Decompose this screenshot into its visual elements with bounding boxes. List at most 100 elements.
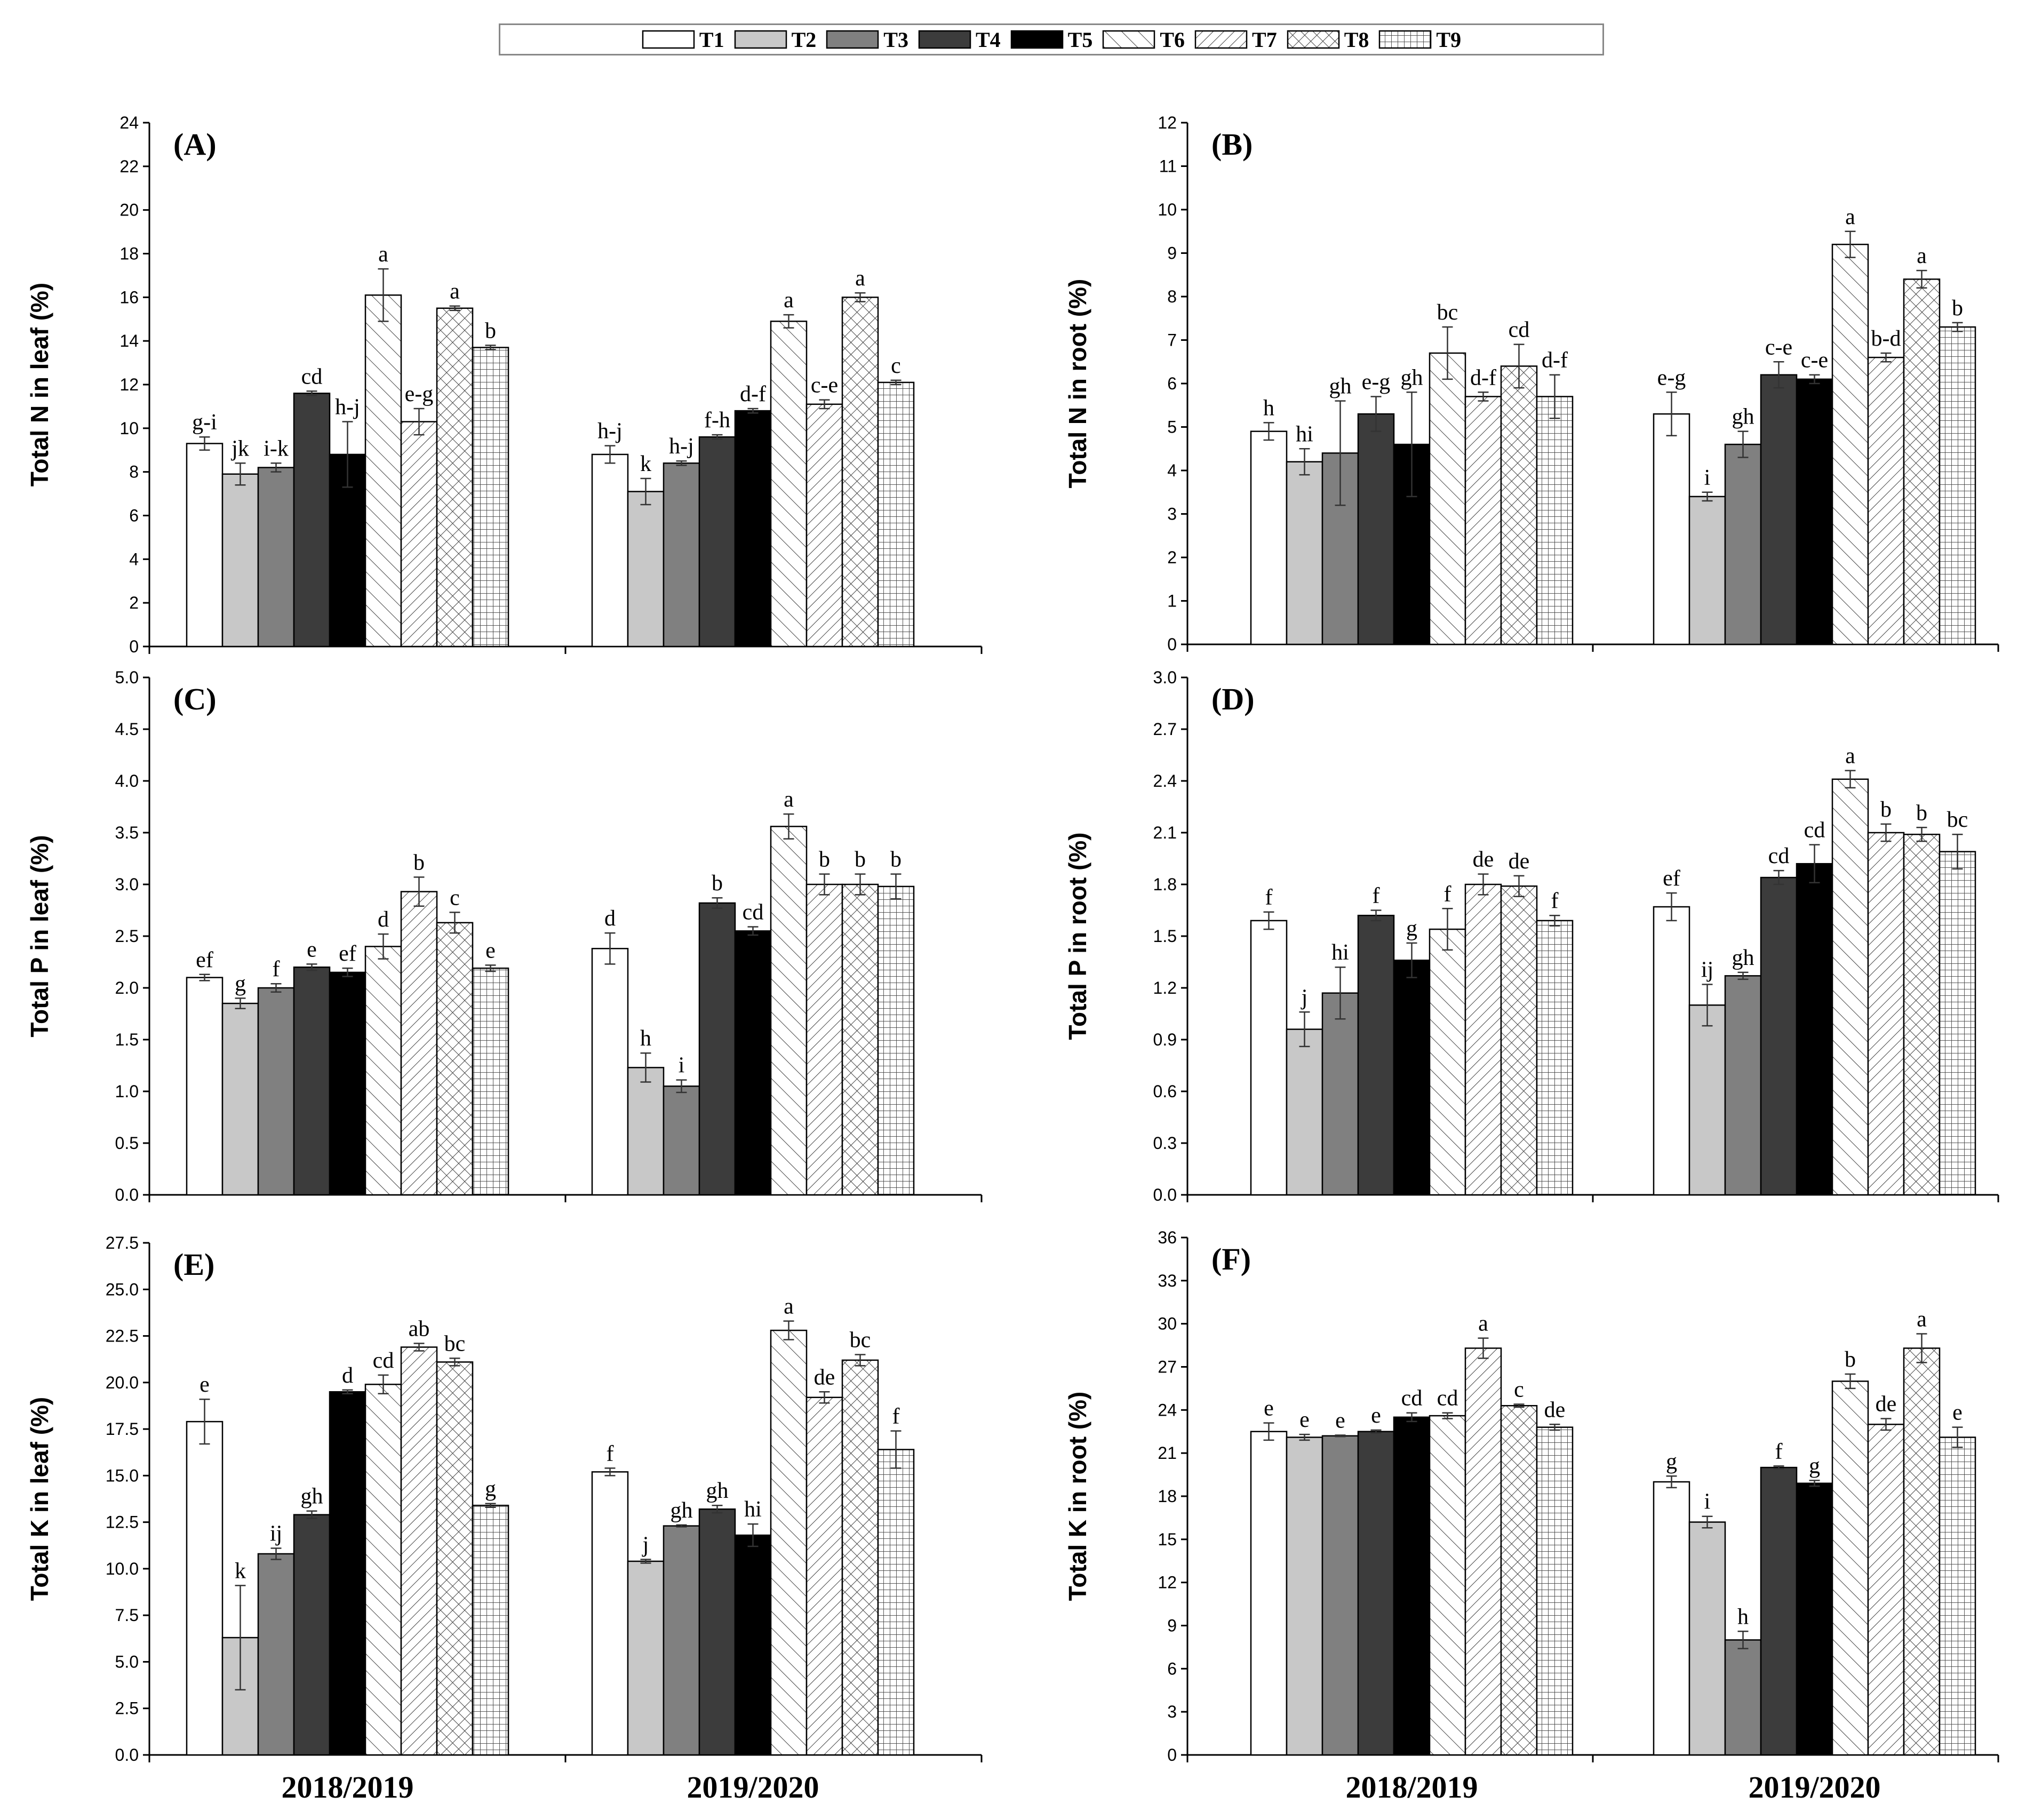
bar-t9-1 <box>1536 396 1574 645</box>
legend-label: T4 <box>975 27 1001 52</box>
significance-letter: cd <box>373 1348 394 1373</box>
bar-t8-1 <box>436 307 474 648</box>
significance-letter: c-e <box>1765 335 1792 360</box>
significance-letter: e-g <box>1657 365 1686 390</box>
bar-t8-2 <box>1903 278 1941 645</box>
y-tick-label: 3.0 <box>1153 668 1177 687</box>
significance-letter: cd <box>1768 844 1790 868</box>
significance-letter: f <box>1265 885 1273 910</box>
y-tick-label: 8 <box>1167 287 1177 306</box>
bar-t4-1 <box>1357 413 1395 645</box>
y-tick-label: 30 <box>1158 1314 1177 1334</box>
bar-t3-2 <box>663 1525 700 1756</box>
significance-letter: e <box>1371 1403 1381 1428</box>
bar-t5-1 <box>329 971 366 1196</box>
y-tick-label: 25.0 <box>106 1280 139 1299</box>
significance-letter: f <box>1551 889 1559 913</box>
y-tick-label: 0 <box>129 637 139 656</box>
significance-letter: i <box>1704 1490 1711 1514</box>
significance-letter: b <box>855 848 866 872</box>
significance-letter: c <box>891 354 901 378</box>
bar-t1-1 <box>1250 1431 1288 1756</box>
bar-t5-2 <box>734 410 772 648</box>
bar-t3-2 <box>1724 975 1762 1196</box>
bar-t9-2 <box>877 381 915 648</box>
y-tick-label: 6 <box>1167 374 1177 393</box>
y-tick-label: 21 <box>1158 1443 1177 1463</box>
bar-t1-2 <box>1653 906 1690 1196</box>
bar-t8-2 <box>841 297 879 648</box>
significance-letter: a <box>450 280 460 304</box>
significance-letter: b <box>819 848 830 872</box>
bar-t2-1 <box>221 1002 259 1196</box>
x-group-label: 2018/2019 <box>281 1770 413 1805</box>
x-group-label: 2019/2020 <box>1748 1770 1880 1805</box>
bar-t7-2 <box>805 1396 843 1756</box>
bar-t3-2 <box>663 462 700 648</box>
significance-letter: a <box>1478 1312 1488 1336</box>
significance-letter: g <box>1809 1454 1820 1478</box>
significance-letter: j <box>1301 985 1308 1010</box>
y-tick-label: 27 <box>1158 1358 1177 1377</box>
legend-item-t1: T1 <box>642 27 724 52</box>
significance-letter: hi <box>1331 940 1349 965</box>
legend-label: T5 <box>1067 27 1093 52</box>
significance-letter: d-f <box>1542 348 1568 373</box>
y-tick-label: 1 <box>1167 592 1177 611</box>
bar-t5-2 <box>734 930 772 1196</box>
panel-title: (D) <box>1211 682 1255 716</box>
significance-letter: a <box>1917 244 1927 268</box>
y-tick-label: 0.3 <box>1153 1133 1177 1153</box>
significance-letter: ef <box>196 948 213 972</box>
significance-letter: i <box>1704 466 1711 490</box>
y-tick-label: 10 <box>1158 200 1177 219</box>
significance-letter: e <box>1335 1408 1345 1433</box>
bar-t2-2 <box>1688 496 1726 645</box>
significance-letter: f-h <box>704 408 730 433</box>
bar-t5-2 <box>734 1534 772 1756</box>
bar-t1-2 <box>591 948 629 1196</box>
significance-letter: gh <box>1732 405 1754 429</box>
bar-t1-2 <box>1653 1481 1690 1756</box>
significance-letter: b-d <box>1871 326 1901 351</box>
bar-t8-2 <box>841 883 879 1196</box>
y-tick-label: 18 <box>119 244 139 264</box>
bar-t1-2 <box>1653 413 1690 645</box>
y-tick-label: 7.5 <box>115 1606 139 1625</box>
y-tick-label: 4 <box>129 549 139 569</box>
significance-letter: g <box>235 971 246 996</box>
bar-t1-2 <box>591 453 629 648</box>
bar-t3-2 <box>663 1085 700 1196</box>
y-tick-label: 2 <box>129 593 139 612</box>
legend-label: T1 <box>699 27 724 52</box>
bar-t4-2 <box>1760 374 1798 645</box>
bar-t9-2 <box>877 885 915 1196</box>
significance-letter: de <box>1544 1398 1566 1422</box>
y-tick-label: 12 <box>1158 1573 1177 1592</box>
bar-t1-1 <box>186 1420 224 1756</box>
bar-t3-1 <box>1321 992 1359 1196</box>
legend-swatch <box>1103 30 1155 49</box>
x-group-label: 2018/2019 <box>1345 1770 1478 1805</box>
significance-letter: b <box>1952 296 1963 321</box>
y-tick-label: 15 <box>1158 1530 1177 1549</box>
bar-t6-1 <box>364 946 402 1196</box>
bar-t3-2 <box>1724 1639 1762 1756</box>
significance-letter: ij <box>1701 958 1713 983</box>
significance-letter: h-j <box>335 395 360 420</box>
significance-letter: d <box>342 1363 353 1388</box>
chart-panel-d: 0.0 0.3 0.6 0.9 1.2 1.5 1.8 2.1 2.4 2.7 3.0 Total P… <box>1064 668 1999 1204</box>
y-tick-label: 33 <box>1158 1271 1177 1290</box>
significance-letter: k <box>235 1559 246 1583</box>
chart-panel-e: 0.0 2.5 5.0 7.5 10.0 12.5 15.0 17.5 20.0 22.5 25.0… <box>26 1233 983 1805</box>
legend-item-t4: T4 <box>918 27 1001 52</box>
y-tick-label: 6 <box>129 506 139 525</box>
legend-swatch <box>826 30 879 49</box>
significance-letter: cd <box>1509 318 1530 342</box>
significance-letter: a <box>1845 744 1855 769</box>
bar-t7-2 <box>1867 1424 1905 1756</box>
panel-title: (E) <box>173 1247 214 1282</box>
bar-t8-1 <box>436 922 474 1196</box>
